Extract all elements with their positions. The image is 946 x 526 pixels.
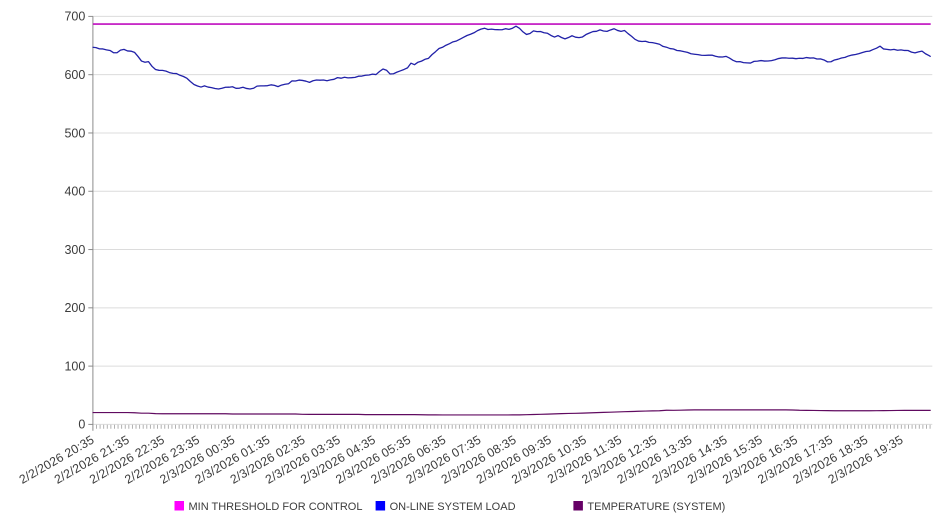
svg-text:700: 700 <box>64 10 85 24</box>
svg-text:ON-LINE SYSTEM LOAD: ON-LINE SYSTEM LOAD <box>390 501 516 513</box>
svg-text:MIN THRESHOLD FOR CONTROL: MIN THRESHOLD FOR CONTROL <box>189 501 363 513</box>
svg-text:200: 200 <box>64 301 85 315</box>
svg-text:0: 0 <box>78 418 85 432</box>
svg-text:600: 600 <box>64 68 85 82</box>
svg-text:300: 300 <box>64 243 85 257</box>
svg-text:400: 400 <box>64 185 85 199</box>
svg-text:500: 500 <box>64 126 85 140</box>
svg-text:100: 100 <box>64 359 85 373</box>
svg-text:TEMPERATURE (SYSTEM): TEMPERATURE (SYSTEM) <box>587 501 725 513</box>
